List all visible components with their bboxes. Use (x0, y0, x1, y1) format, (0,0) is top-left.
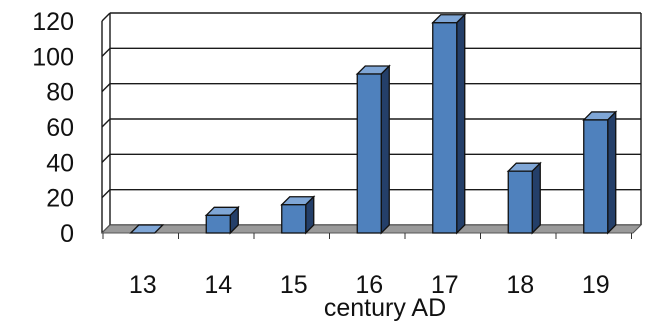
bar-front-face (432, 22, 458, 234)
gridline-side (101, 153, 111, 163)
bar-front-face (281, 204, 307, 234)
y-tick-label: 60 (46, 114, 74, 142)
gridline-side (101, 118, 111, 128)
gridline-side (101, 189, 111, 199)
y-tick-label: 0 (60, 220, 74, 248)
x-axis-title: century AD (324, 294, 446, 321)
gridline-side (101, 83, 111, 93)
x-tick-label: 17 (431, 271, 459, 299)
bar-side-face (456, 13, 466, 235)
bar-17 (431, 13, 467, 235)
bar-15 (280, 195, 316, 235)
bar-14 (204, 205, 240, 235)
x-tick-label: 14 (204, 271, 232, 299)
bar-13 (129, 224, 165, 234)
x-tick-label: 19 (582, 271, 610, 299)
gridline-side (101, 12, 111, 22)
bar-front-face (583, 119, 609, 234)
bars (129, 13, 618, 235)
bar-side-face (531, 161, 541, 235)
y-tick-label: 40 (46, 149, 74, 177)
bar-front-face (205, 214, 231, 234)
bar-16 (355, 64, 391, 235)
y-tick-label: 20 (46, 185, 74, 213)
x-axis-ticks: 13 14 15 16 17 18 19 (129, 271, 610, 299)
x-tick-label: 18 (506, 271, 534, 299)
gridline-side (101, 47, 111, 57)
y-axis-ticks: 0 20 40 60 80 100 120 (32, 8, 74, 248)
bar-front-face (356, 73, 382, 234)
y-tick-label: 120 (32, 8, 74, 36)
bar-18 (506, 161, 542, 235)
bar-19 (582, 110, 618, 235)
y-tick-label: 80 (46, 79, 74, 107)
bar-side-face (607, 110, 617, 235)
bar-front-face (507, 170, 533, 234)
x-tick-label: 16 (355, 271, 383, 299)
x-tick-label: 15 (280, 271, 308, 299)
y-tick-label: 100 (32, 43, 74, 71)
x-tick-label: 13 (129, 271, 157, 299)
bar-side-face (380, 64, 390, 235)
bar-top-face (129, 224, 165, 234)
